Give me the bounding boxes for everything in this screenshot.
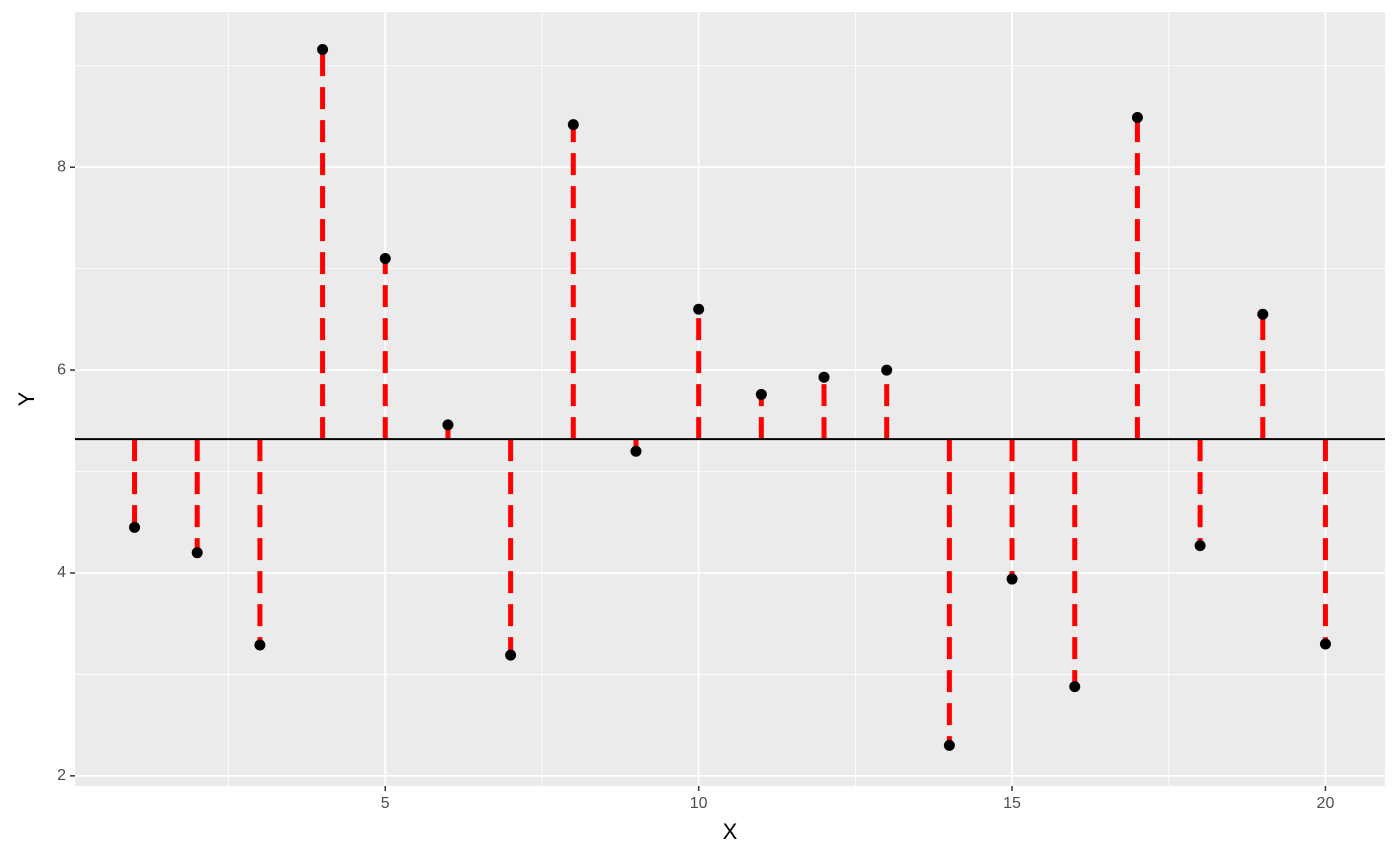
x-tick-label: 5 [381,795,390,812]
point [630,445,642,457]
point [818,371,830,383]
point [317,44,329,56]
x-tick-label: 15 [1003,795,1021,812]
point [1194,540,1206,552]
point [567,119,579,131]
plot-panel [75,12,1385,786]
y-tick-label: 2 [57,767,66,784]
point [129,521,141,533]
point [881,364,893,376]
point [1069,681,1081,693]
point [1006,573,1018,585]
y-tick-label: 4 [57,564,66,581]
point [442,419,454,431]
point [1131,111,1143,123]
point [505,649,517,661]
x-tick-label: 10 [690,795,708,812]
point [943,739,955,751]
y-axis-title: Y [14,391,39,406]
x-axis-title: X [723,819,738,844]
point [191,547,203,559]
y-tick-label: 6 [57,361,66,378]
point [254,639,266,651]
point [1257,308,1269,320]
point [1319,638,1331,650]
point [693,303,705,315]
point [379,253,391,265]
x-tick-label: 20 [1317,795,1335,812]
y-tick-label: 8 [57,158,66,175]
point [755,388,767,400]
